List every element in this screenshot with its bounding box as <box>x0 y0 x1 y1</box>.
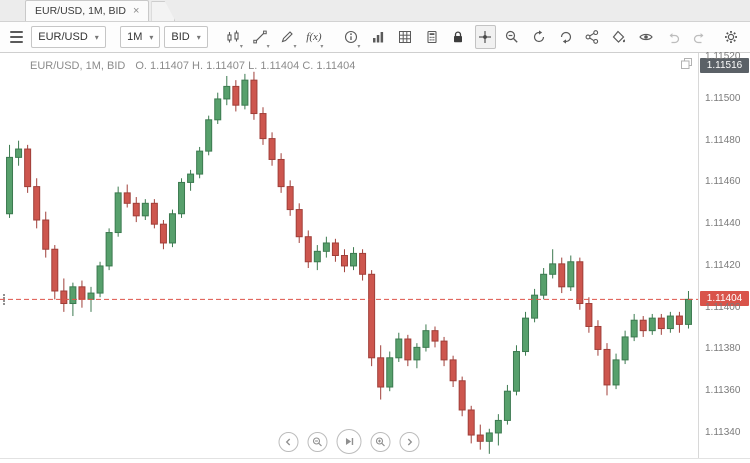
volume-bars-icon <box>372 32 383 43</box>
chart-tab-active[interactable]: EUR/USD, 1M, BID × <box>25 0 150 21</box>
paint-bucket-icon <box>612 30 626 43</box>
chart-header: EUR/USD, 1M, BID O. 1.11407 H. 1.11407 L… <box>30 60 355 72</box>
price-tick-label: 1.11400 <box>705 301 741 313</box>
lock-button[interactable] <box>448 25 469 49</box>
symbol-select[interactable]: EUR/USD ▾ <box>31 26 106 48</box>
chevron-down-icon: ▾ <box>320 44 324 50</box>
grid-icon <box>398 31 411 43</box>
zoom-reset-button[interactable] <box>528 25 549 49</box>
price-type-select-value: BID <box>171 31 190 43</box>
nav-forward-button[interactable] <box>399 431 420 452</box>
fx-icon: f(x) <box>306 31 322 43</box>
price-tick-label: 1.11460 <box>705 176 741 188</box>
chevron-down-icon: ▾ <box>266 44 270 50</box>
price-line-handle[interactable] <box>1 293 6 306</box>
menu-icon[interactable] <box>8 26 25 48</box>
chevron-down-icon: ▾ <box>293 44 297 50</box>
crosshair-button[interactable] <box>474 25 496 49</box>
chart-tab-bar: EUR/USD, 1M, BID × <box>0 0 750 22</box>
nav-back-button[interactable] <box>278 431 299 452</box>
candlestick-chart[interactable] <box>0 53 698 458</box>
autoscroll-button[interactable] <box>555 25 576 49</box>
chart-type-button[interactable]: ▾ <box>223 25 244 50</box>
chevron-down-icon: ▾ <box>94 32 99 42</box>
chevron-down-icon: ▾ <box>357 44 361 50</box>
chart-tab-label: EUR/USD, 1M, BID <box>35 5 127 17</box>
symbol-select-value: EUR/USD <box>38 31 88 43</box>
indicators-button[interactable]: f(x) ▾ <box>304 25 325 50</box>
chevron-down-icon: ▾ <box>239 44 243 50</box>
nav-latest-button[interactable] <box>336 429 362 454</box>
price-tick-label: 1.11360 <box>705 385 741 397</box>
close-icon[interactable]: × <box>133 4 140 17</box>
volume-button[interactable] <box>367 25 388 49</box>
time-axis-strip <box>0 458 750 463</box>
lock-icon <box>454 31 463 43</box>
redo-icon <box>693 33 704 44</box>
zoom-out-button[interactable] <box>502 25 523 49</box>
eye-icon <box>639 33 653 41</box>
price-tick-label: 1.11520 <box>705 51 741 63</box>
chart-area: EUR/USD, 1M, BID O. 1.11407 H. 1.11407 L… <box>0 51 750 463</box>
visibility-button[interactable] <box>636 25 657 49</box>
crosshair-icon <box>479 31 492 43</box>
fill-button[interactable] <box>609 25 630 49</box>
price-axis[interactable]: 1.11516 1.11404 1.11340 1.11360 1.11380 1.1… <box>698 51 750 463</box>
grid-button[interactable] <box>394 25 415 49</box>
chart-toolbar: EUR/USD ▾ 1M ▾ BID ▾ ▾ <box>0 22 750 53</box>
price-tick-label: 1.11420 <box>705 259 741 271</box>
chart-header-ohlc: O. 1.11407 H. 1.11407 L. 1.11404 C. 1.11… <box>135 60 356 72</box>
calculator-icon <box>426 30 437 44</box>
timeframe-select[interactable]: 1M ▾ <box>120 26 161 48</box>
undo-button[interactable] <box>663 25 684 49</box>
price-tick-label: 1.11380 <box>705 343 741 355</box>
circular-arrow-icon <box>533 30 544 43</box>
draw-tool-button[interactable]: ▾ <box>277 25 298 50</box>
price-tick-label: 1.11480 <box>705 134 741 146</box>
settings-button[interactable] <box>720 25 741 49</box>
current-price-badge: 1.11404 <box>700 291 749 307</box>
new-tab-button[interactable] <box>151 1 176 21</box>
price-tick-label: 1.11340 <box>705 426 741 438</box>
nav-zoom-out-button[interactable] <box>307 431 328 452</box>
info-button[interactable]: ▾ <box>341 25 362 50</box>
price-tick-label: 1.11440 <box>705 218 741 230</box>
zoom-out-icon <box>505 30 518 43</box>
trend-line-button[interactable]: ▾ <box>250 25 271 50</box>
high-price-badge: 1.11516 <box>700 57 749 73</box>
info-icon <box>344 30 358 44</box>
candlestick-icon <box>227 30 239 43</box>
share-button[interactable] <box>582 25 603 49</box>
chart-header-symbol: EUR/USD, 1M, BID <box>30 60 126 72</box>
nav-zoom-in-button[interactable] <box>370 431 391 452</box>
redo-button[interactable] <box>689 25 710 49</box>
circular-arrow-down-icon <box>560 31 571 44</box>
price-tick-label: 1.11500 <box>705 92 741 104</box>
calculator-button[interactable] <box>421 25 442 49</box>
share-nodes-icon <box>586 30 599 44</box>
popout-chart-icon[interactable] <box>680 57 693 75</box>
price-type-select[interactable]: BID ▾ <box>164 26 208 48</box>
gear-icon <box>724 31 737 43</box>
chart-plot[interactable]: EUR/USD, 1M, BID O. 1.11407 H. 1.11407 L… <box>0 53 698 463</box>
timeframe-select-value: 1M <box>127 31 143 43</box>
trend-line-icon <box>253 30 267 44</box>
pencil-icon <box>281 31 293 43</box>
chevron-down-icon: ▾ <box>196 32 201 42</box>
undo-icon <box>669 33 680 44</box>
chart-nav-controls <box>278 429 420 454</box>
chevron-down-icon: ▾ <box>149 32 154 42</box>
